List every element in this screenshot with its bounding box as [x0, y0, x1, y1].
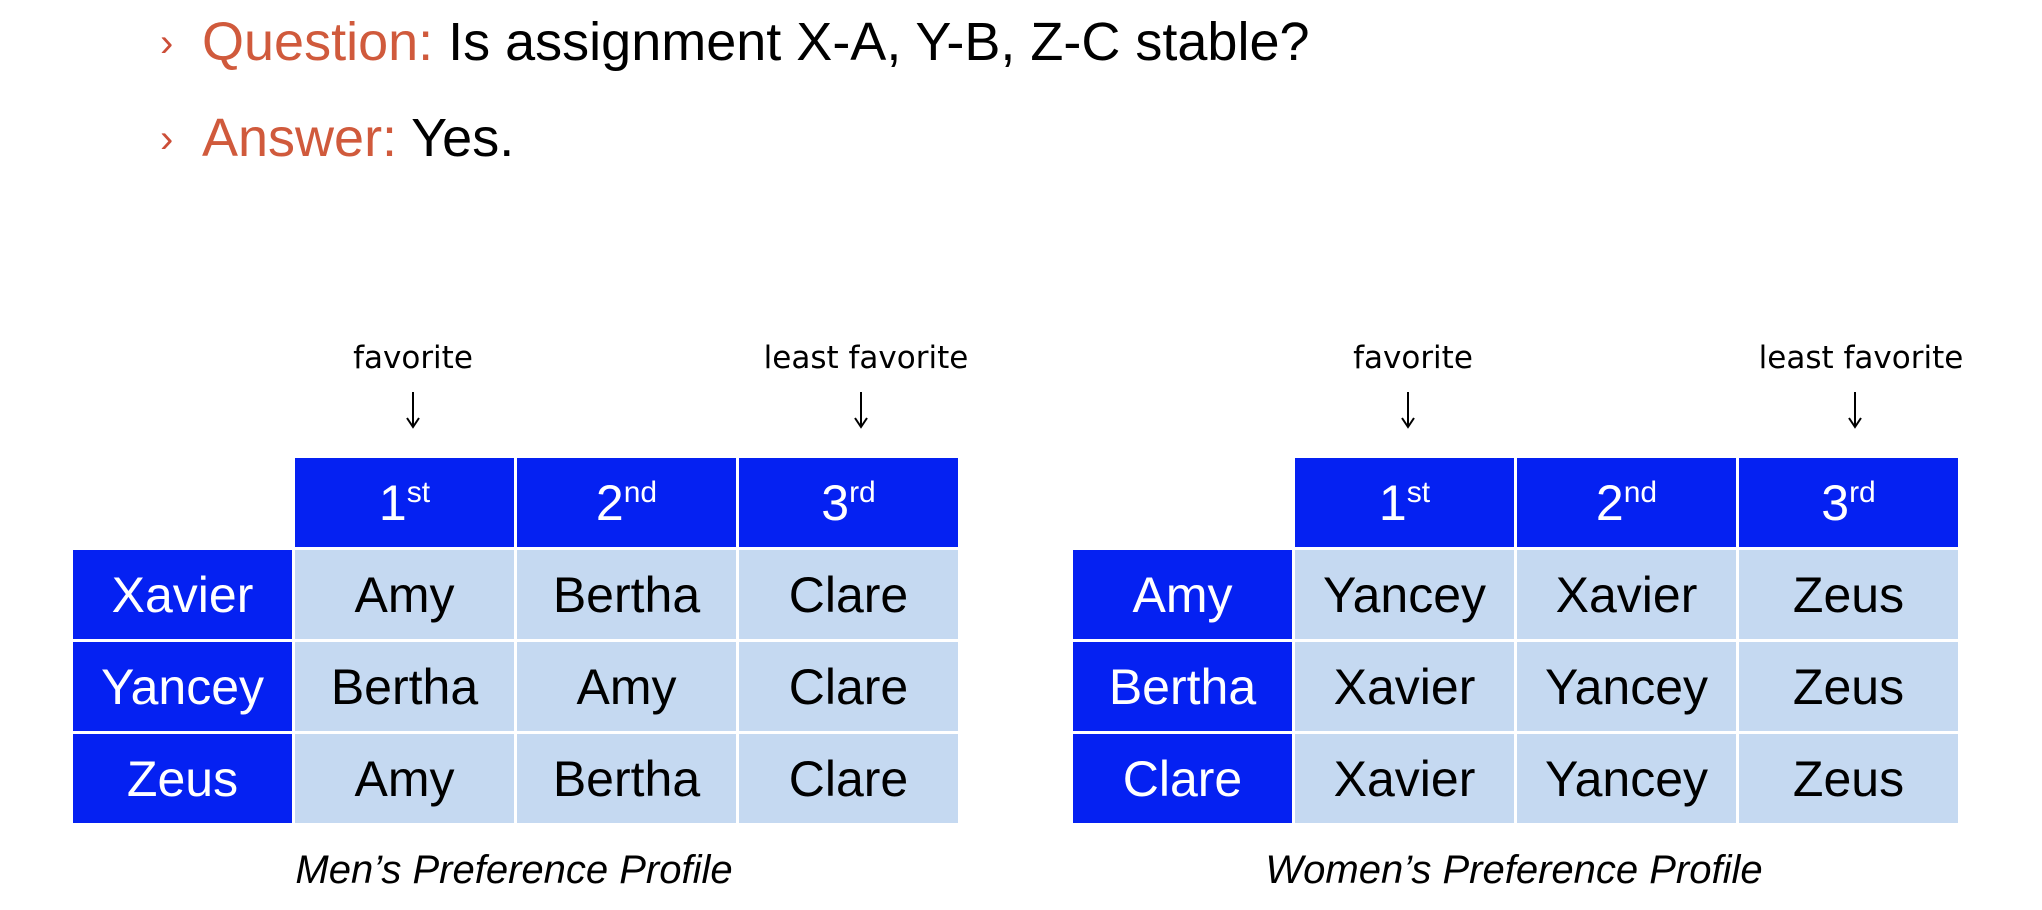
table-cell: Yancey: [1292, 547, 1517, 642]
table-cell: Yancey: [1514, 731, 1739, 826]
row-header: Amy: [1070, 547, 1295, 642]
bullet-marker: ›: [160, 21, 174, 65]
question-bullet: › Question: Is assignment X-A, Y-B, Z-C s…: [160, 10, 1310, 75]
men-table-caption: Men’s Preference Profile: [295, 848, 733, 892]
women-table-caption: Women’s Preference Profile: [1265, 848, 1763, 892]
men-preference-table: 1st 2nd 3rd Xavier Amy Bertha Clare Yanc…: [70, 455, 961, 826]
down-arrow-icon: [1401, 392, 1415, 429]
column-header-3rd: 3rd: [1736, 455, 1961, 550]
table-cell: Xavier: [1292, 639, 1517, 734]
column-header-1st: 1st: [1292, 455, 1517, 550]
table-cell: Bertha: [292, 639, 517, 734]
table-cell: Clare: [736, 639, 961, 734]
header-row: 1st 2nd 3rd: [70, 455, 961, 550]
table-cell: Amy: [292, 547, 517, 642]
row-header: Clare: [1070, 731, 1295, 826]
table-row: Yancey Bertha Amy Clare: [70, 639, 961, 734]
corner-cell: [70, 455, 295, 550]
down-arrow-icon: [406, 392, 420, 429]
men-favorite-note: favorite: [353, 340, 473, 376]
table-cell: Xavier: [1292, 731, 1517, 826]
row-header: Bertha: [1070, 639, 1295, 734]
women-least-favorite-note: least favorite: [1758, 340, 1964, 376]
table-cell: Zeus: [1736, 639, 1961, 734]
column-header-3rd: 3rd: [736, 455, 961, 550]
women-favorite-note: favorite: [1353, 340, 1473, 376]
bullet-marker: ›: [160, 117, 174, 161]
table-cell: Clare: [736, 547, 961, 642]
men-least-favorite-note: least favorite: [763, 340, 969, 376]
row-header: Yancey: [70, 639, 295, 734]
table-cell: Zeus: [1736, 547, 1961, 642]
table-cell: Clare: [736, 731, 961, 826]
table-cell: Bertha: [514, 547, 739, 642]
table-cell: Zeus: [1736, 731, 1961, 826]
column-header-2nd: 2nd: [514, 455, 739, 550]
down-arrow-icon: [1848, 392, 1862, 429]
table-row: Xavier Amy Bertha Clare: [70, 547, 961, 642]
table-row: Zeus Amy Bertha Clare: [70, 731, 961, 826]
answer-text: Yes.: [397, 108, 515, 168]
table-cell: Yancey: [1514, 639, 1739, 734]
question-label: Question:: [202, 12, 434, 72]
table-row: Amy Yancey Xavier Zeus: [1070, 547, 1961, 642]
question-text: Is assignment X-A, Y-B, Z-C stable?: [433, 12, 1310, 72]
women-preference-table: 1st 2nd 3rd Amy Yancey Xavier Zeus Berth…: [1070, 455, 1961, 826]
answer-label: Answer:: [202, 108, 398, 168]
table-row: Bertha Xavier Yancey Zeus: [1070, 639, 1961, 734]
row-header: Zeus: [70, 731, 295, 826]
row-header: Xavier: [70, 547, 295, 642]
column-header-2nd: 2nd: [1514, 455, 1739, 550]
header-row: 1st 2nd 3rd: [1070, 455, 1961, 550]
table-cell: Amy: [292, 731, 517, 826]
table-cell: Bertha: [514, 731, 739, 826]
corner-cell: [1070, 455, 1295, 550]
table-row: Clare Xavier Yancey Zeus: [1070, 731, 1961, 826]
table-cell: Amy: [514, 639, 739, 734]
column-header-1st: 1st: [292, 455, 517, 550]
down-arrow-icon: [854, 392, 868, 429]
answer-bullet: › Answer: Yes.: [160, 106, 514, 171]
table-cell: Xavier: [1514, 547, 1739, 642]
